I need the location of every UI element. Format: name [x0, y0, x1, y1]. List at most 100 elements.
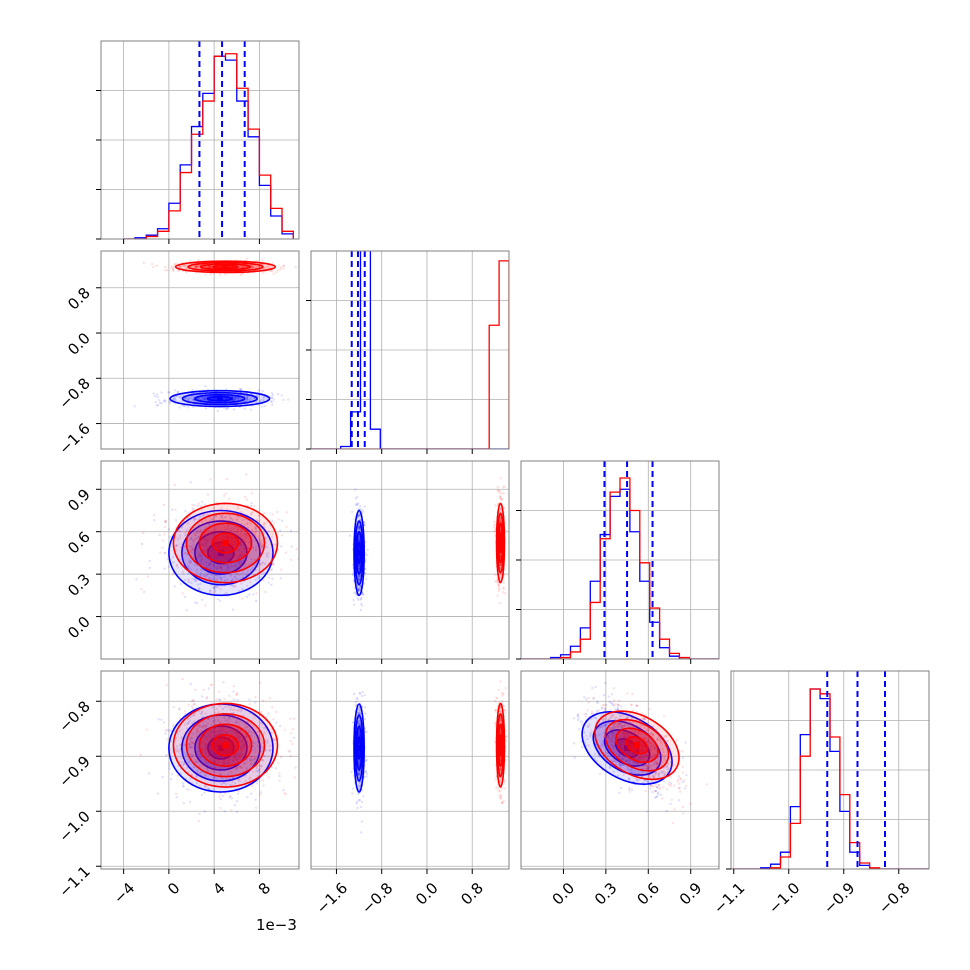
sample-point: [253, 532, 256, 536]
sample-point: [228, 717, 231, 720]
sample-point: [268, 265, 271, 268]
sample-point: [358, 518, 362, 521]
sample-point: [255, 767, 258, 770]
sample-point: [241, 552, 244, 555]
sample-point: [163, 525, 167, 529]
sample-point: [199, 543, 203, 546]
sample-point: [357, 577, 361, 580]
sample-point: [206, 539, 209, 543]
sample-point: [249, 513, 252, 516]
sample-point: [229, 574, 232, 577]
sample-point: [358, 589, 361, 592]
sample-point: [218, 795, 221, 798]
sample-point: [201, 554, 204, 557]
sample-point: [236, 533, 240, 536]
sample-point: [277, 518, 280, 521]
sample-point: [259, 542, 263, 545]
sample-point: [247, 563, 250, 567]
sample-point: [279, 529, 282, 532]
sample-point: [230, 541, 233, 544]
sample-point: [187, 567, 191, 570]
sample-point: [500, 492, 503, 495]
sample-point: [176, 390, 180, 393]
sample-point: [241, 266, 245, 269]
sample-point: [360, 596, 363, 599]
sample-point: [205, 532, 208, 535]
sample-point: [187, 703, 191, 706]
sample-point: [188, 545, 191, 548]
sample-point: [200, 521, 204, 524]
sample-point: [354, 503, 357, 506]
sample-point: [502, 581, 505, 585]
sample-point: [199, 560, 203, 563]
sample-point: [232, 698, 236, 701]
sample-point: [235, 573, 238, 576]
sample-point: [208, 577, 211, 580]
sample-point: [280, 568, 283, 571]
sample-point: [252, 265, 255, 268]
sample-point: [230, 541, 234, 544]
sample-point: [499, 494, 502, 498]
sample-point: [142, 590, 146, 594]
sample-point: [214, 514, 218, 518]
sample-point: [200, 557, 203, 561]
sample-point: [142, 531, 145, 535]
sample-point: [224, 535, 228, 538]
sample-point: [250, 759, 253, 762]
sample-point: [170, 750, 174, 754]
sample-point: [187, 396, 190, 399]
sample-point: [234, 397, 237, 400]
sample-point: [224, 719, 227, 722]
sample-point: [305, 518, 307, 520]
sample-point: [216, 577, 219, 580]
sample-point: [224, 761, 227, 765]
sample-point: [267, 576, 271, 579]
sample-point: [182, 572, 185, 575]
sample-point: [357, 575, 360, 578]
sample-point: [218, 586, 221, 590]
sample-point: [229, 517, 233, 520]
sample-point: [183, 712, 187, 715]
sample-point: [153, 519, 156, 522]
sample-point: [232, 685, 235, 688]
sample-point: [278, 779, 281, 782]
sample-point: [363, 505, 366, 508]
sample-point: [362, 795, 365, 798]
sample-point: [364, 712, 367, 715]
sample-point: [182, 784, 185, 787]
sample-point: [231, 537, 235, 540]
sample-point: [163, 551, 166, 555]
sample-point: [148, 559, 151, 563]
sample-point: [207, 523, 211, 526]
sample-point: [266, 264, 269, 267]
sample-point: [352, 599, 355, 602]
sample-point: [263, 404, 266, 408]
sample-point: [206, 265, 210, 268]
sample-point: [229, 783, 232, 787]
sample-point: [250, 792, 253, 795]
sample-point: [188, 788, 191, 791]
sample-point: [209, 265, 212, 268]
sample-point: [213, 734, 217, 738]
sample-point: [226, 563, 229, 566]
sample-point: [193, 537, 196, 541]
sample-point: [230, 537, 233, 540]
sample-point: [226, 748, 230, 751]
sample-point: [258, 548, 261, 551]
sample-point: [184, 397, 187, 400]
sample-point: [499, 563, 503, 566]
sample-point: [183, 264, 186, 268]
sample-point: [158, 401, 162, 404]
sample-point: [357, 526, 361, 529]
sample-point: [351, 792, 354, 795]
sample-point: [202, 543, 205, 547]
sample-point: [259, 563, 262, 566]
sample-point: [220, 514, 224, 518]
sample-point: [201, 695, 204, 698]
sample-point: [181, 526, 184, 529]
sample-point: [353, 591, 356, 594]
sample-point: [239, 740, 242, 743]
sample-point: [250, 512, 253, 515]
sample-point: [216, 409, 219, 413]
